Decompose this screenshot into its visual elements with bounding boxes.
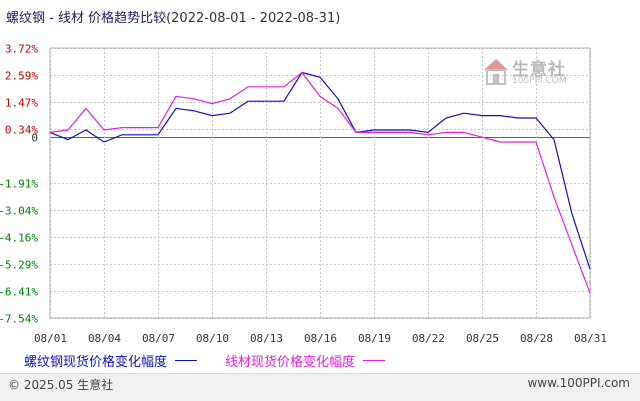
y-tick-label: -3.04%	[0, 205, 38, 218]
watermark-logo: 生意社 100PPI.COM	[482, 55, 577, 91]
chart-axes	[49, 47, 591, 319]
legend-label-series2: 线材现货价格变化幅度	[225, 355, 356, 370]
x-tick-label: 08/28	[520, 332, 553, 345]
watermark-url: 100PPI.COM	[512, 76, 567, 86]
chart-title-main: 螺纹钢 - 线材 价格趋势比较	[6, 11, 167, 26]
series-line-2	[49, 71, 591, 294]
x-tick-label: 08/10	[196, 332, 229, 345]
footer-site-link[interactable]: www.100PPI.com	[527, 376, 630, 390]
y-tick-labels: 3.72% 2.59% 1.47% 0.34%0 -1.91% -3.04% -4.16% -…	[0, 43, 38, 326]
chart-title: 螺纹钢 - 线材 价格趋势比较(2022-08-01 - 2022-08-31)	[6, 7, 340, 26]
y-tick-label: 2.59%	[5, 70, 38, 83]
y-tick-label: -4.16%	[0, 232, 38, 245]
y-tick-label: 0.34%	[5, 124, 38, 137]
chart-title-range: (2022-08-01 - 2022-08-31)	[166, 11, 341, 26]
footer-copyright: © 2025.05 生意社	[8, 378, 114, 392]
x-tick-label: 08/13	[250, 332, 283, 345]
y-tick-label: 0	[31, 132, 38, 145]
legend-label-series1: 螺纹钢现货价格变化幅度	[24, 355, 168, 370]
legend-item-series2: 线材现货价格变化幅度	[225, 351, 386, 370]
x-tick-label: 08/31	[574, 332, 607, 345]
x-tick-label: 08/25	[466, 332, 499, 345]
legend-swatch-series1	[175, 360, 198, 361]
legend-item-series1: 螺纹钢现货价格变化幅度	[24, 351, 198, 370]
house-icon	[484, 59, 508, 85]
plot-frame	[49, 47, 591, 319]
x-tick-label: 08/01	[34, 332, 67, 345]
series-line-1	[49, 71, 591, 270]
y-tick-label: -5.29%	[0, 259, 38, 272]
x-tick-label: 08/07	[142, 332, 175, 345]
x-tick-label: 08/22	[412, 332, 445, 345]
x-tick-label: 08/04	[88, 332, 121, 345]
x-tick-labels: 08/01 08/04 08/07 08/10 08/13 08/16 08/19 08/22…	[34, 332, 607, 345]
footer-bar	[0, 373, 640, 401]
y-tick-label: 1.47%	[5, 97, 38, 110]
y-tick-label: -6.41%	[0, 286, 38, 299]
y-tick-label: -1.91%	[0, 178, 38, 191]
x-tick-label: 08/19	[358, 332, 391, 345]
y-tick-label: -7.54%	[0, 313, 38, 326]
chart-series	[49, 71, 591, 294]
watermark-name: 生意社	[512, 60, 566, 80]
chart-legend: 螺纹钢现货价格变化幅度 线材现货价格变化幅度	[24, 351, 413, 370]
y-tick-label: 3.72%	[5, 43, 38, 56]
legend-swatch-series2	[363, 360, 386, 361]
x-tick-label: 08/16	[304, 332, 337, 345]
